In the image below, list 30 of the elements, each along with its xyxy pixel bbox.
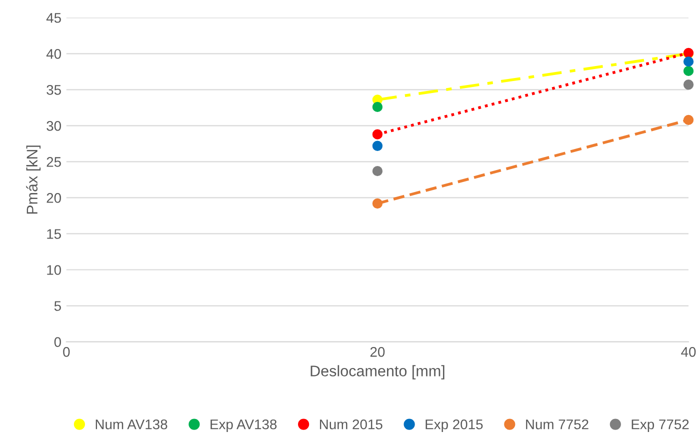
legend-label: Exp 7752 (632, 419, 689, 432)
y-tick-label: 5 (54, 301, 61, 311)
point (683, 56, 694, 67)
legend-label: Exp 2015 (426, 419, 483, 432)
x-axis-title: Deslocamento [mm] (310, 365, 444, 380)
y-tick-label: 20 (46, 193, 61, 203)
legend-label: Num AV138 (96, 419, 168, 430)
y-axis-title: Pmáx [kN] (26, 146, 41, 214)
x-tick-label: 40 (681, 347, 696, 357)
point (683, 66, 694, 76)
point (683, 114, 694, 126)
legend-label: Exp AV138 (210, 419, 277, 432)
point (683, 80, 694, 90)
legend-label: Num 2015 (320, 419, 382, 430)
point (372, 166, 383, 176)
point (372, 102, 383, 112)
y-tick-label: 25 (46, 157, 61, 167)
y-tick-label: 10 (47, 265, 61, 275)
y-tick-label: 0 (54, 337, 61, 347)
legend-label: Num 7752 (526, 419, 588, 430)
y-tick-label: 45 (46, 13, 61, 23)
y-tick-label: 35 (46, 85, 61, 95)
point (372, 129, 383, 140)
y-tick-label: 15 (47, 229, 61, 239)
y-tick-label: 40 (46, 48, 61, 59)
point (372, 198, 383, 209)
x-tick-label: 20 (370, 347, 385, 357)
y-tick-label: 30 (46, 121, 61, 131)
x-tick-label: 0 (63, 347, 70, 357)
point (372, 140, 383, 151)
